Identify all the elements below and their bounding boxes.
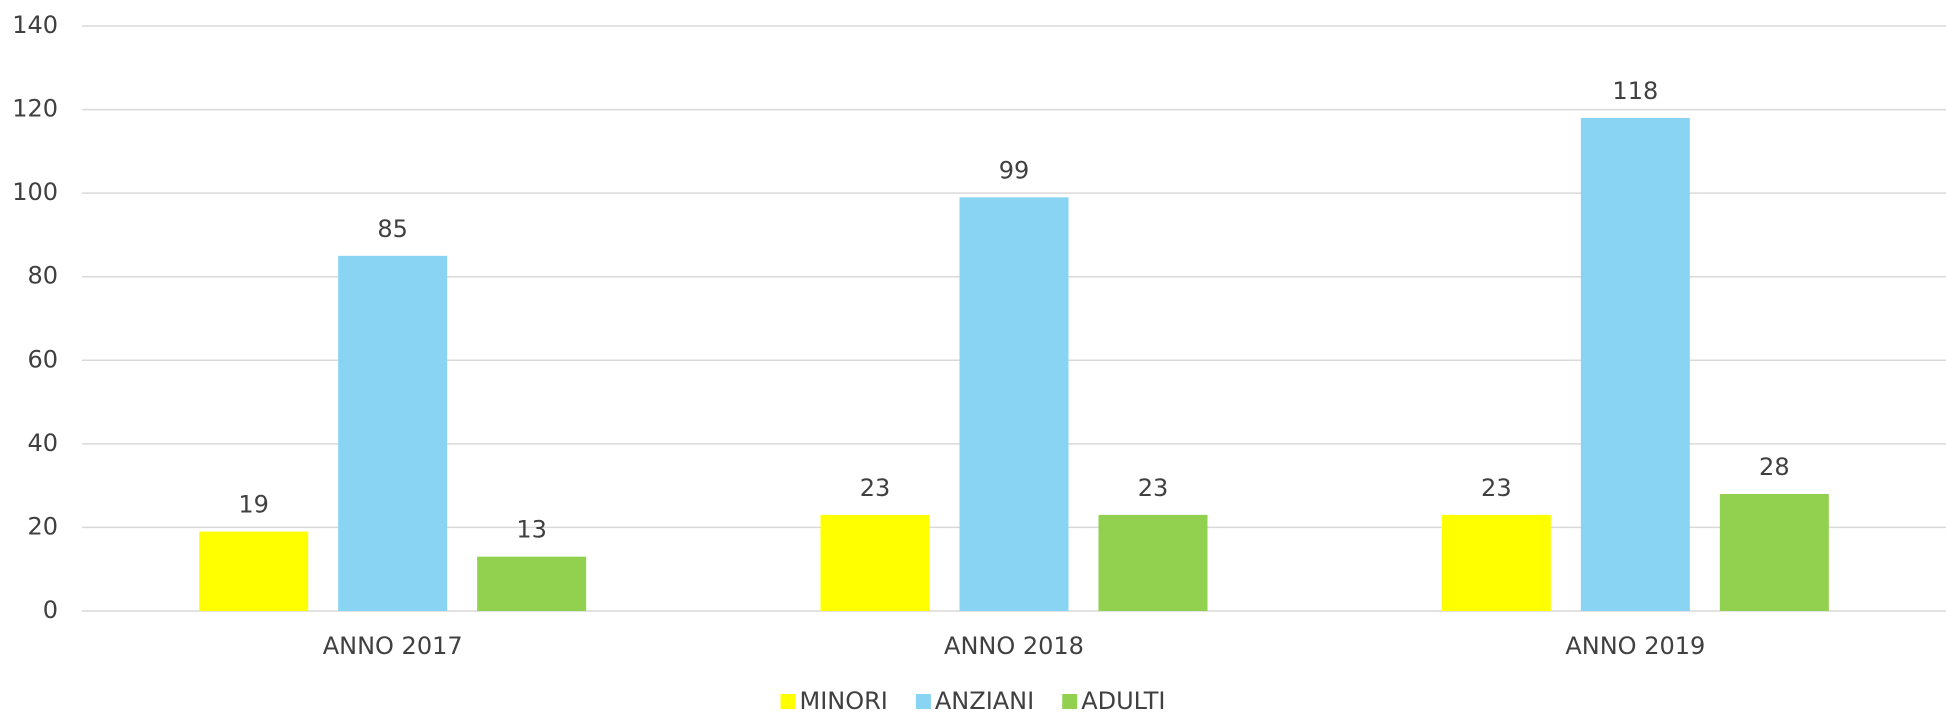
data-label: 19 [238, 491, 269, 519]
y-tick-label: 120 [12, 95, 58, 123]
bar [1719, 494, 1829, 611]
bar [1441, 514, 1551, 611]
data-label: 23 [1481, 474, 1512, 502]
legend-label: ADULTI [1081, 687, 1165, 712]
data-label: 23 [1138, 474, 1169, 502]
legend-swatch [780, 694, 796, 709]
y-tick-label: 0 [43, 596, 58, 624]
legend-swatch [915, 694, 931, 709]
bar [959, 197, 1069, 612]
data-label: 85 [377, 215, 408, 243]
bar [1580, 117, 1690, 611]
bar [820, 514, 930, 611]
y-tick-label: 80 [27, 262, 58, 290]
y-tick-label: 20 [27, 512, 58, 540]
bar [199, 531, 309, 611]
legend-swatch [1062, 694, 1078, 709]
bar [338, 255, 448, 612]
x-tick-label: ANNO 2019 [1565, 632, 1705, 660]
legend-label: MINORI [799, 687, 887, 712]
legend-label: ANZIANI [935, 687, 1034, 712]
data-label: 28 [1759, 453, 1790, 481]
data-label: 118 [1612, 77, 1658, 105]
data-label: 13 [516, 516, 547, 544]
y-tick-label: 40 [27, 429, 58, 457]
bar [1098, 514, 1208, 611]
y-tick-label: 100 [12, 178, 58, 206]
y-tick-label: 60 [27, 345, 58, 373]
data-label: 23 [860, 474, 891, 502]
x-tick-label: ANNO 2018 [944, 632, 1084, 660]
bar [477, 556, 587, 611]
y-tick-label: 140 [12, 11, 58, 39]
data-label: 99 [999, 156, 1030, 184]
x-tick-label: ANNO 2017 [323, 632, 463, 660]
